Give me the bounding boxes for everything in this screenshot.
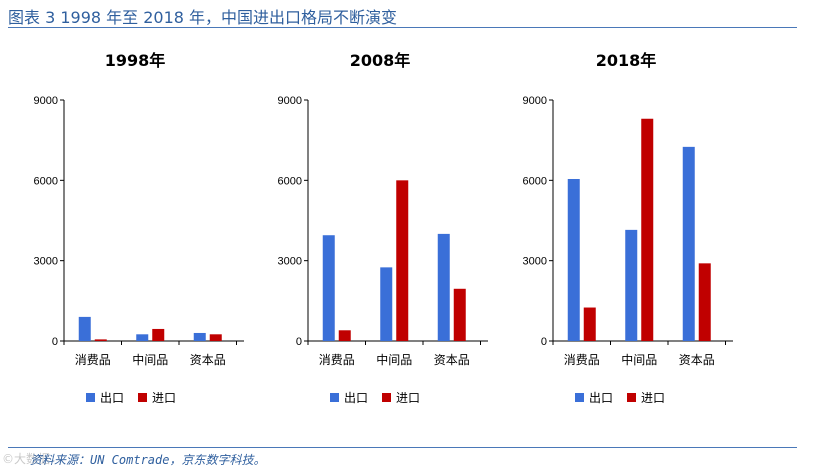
chart-0-bar-import [152, 328, 165, 341]
chart-0-category-label: 消费品 [75, 353, 111, 367]
chart-1-ytick-label: 6000 [278, 175, 302, 187]
chart-1-ytick-label: 3000 [278, 256, 302, 268]
chart-2-ytick-label: 6000 [523, 175, 547, 187]
watermark: ©大数据 [2, 452, 51, 466]
title-rule [8, 27, 797, 28]
chart-1-legend-label: 进口 [396, 391, 420, 405]
chart-2-legend-label: 进口 [641, 391, 665, 405]
chart-1-legend-swatch-export [330, 393, 339, 402]
chart-1-legend-label: 出口 [344, 391, 368, 405]
chart-0-bar-import [209, 334, 222, 341]
chart-1-category-label: 消费品 [319, 353, 355, 367]
chart-2-category-label: 消费品 [564, 353, 600, 367]
chart-0-ytick-label: 9000 [34, 95, 58, 107]
chart-1-bar-import [396, 180, 409, 341]
chart-1-ytick-label: 9000 [278, 95, 302, 107]
chart-0-title: 1998年 [105, 51, 166, 70]
chart-2-category-label: 资本品 [679, 353, 715, 367]
chart-1-category-label: 中间品 [376, 352, 412, 367]
chart-2-legend-swatch-export [575, 393, 584, 402]
chart-2-bar-export [625, 229, 638, 341]
chart-1-bar-export [380, 267, 393, 341]
chart-2-bar-import [583, 307, 596, 341]
source-rule [8, 447, 797, 448]
chart-2-ytick-label: 0 [541, 336, 547, 348]
chart-1-ytick-label: 0 [296, 336, 302, 348]
chart-2-bar-export [682, 146, 695, 341]
chart-1-category-label: 资本品 [434, 353, 470, 367]
chart-0-category-label: 中间品 [132, 352, 168, 367]
chart-0-legend-swatch-import [138, 393, 147, 402]
chart-2-legend-swatch-import [627, 393, 636, 402]
chart-1-bar-export [437, 233, 450, 341]
chart-0-bar-import [94, 339, 107, 341]
chart-0-bar-export [78, 316, 91, 341]
chart-1-bar-import [338, 330, 351, 341]
chart-1-title: 2008年 [350, 51, 411, 70]
chart-2-title: 2018年 [596, 51, 657, 70]
figure-title: 图表 3 1998 年至 2018 年，中国进出口格局不断演变 [8, 8, 398, 27]
chart-1-legend-swatch-import [382, 393, 391, 402]
chart-2-bar-export [567, 178, 580, 341]
chart-0-ytick-label: 3000 [34, 256, 58, 268]
chart-0-bar-export [136, 334, 149, 341]
chart-0-bar-export [193, 332, 206, 341]
chart-1-bar-export [322, 235, 335, 341]
chart-0-legend-label: 出口 [100, 391, 124, 405]
chart-0-ytick-label: 0 [52, 336, 58, 348]
chart-2-legend-label: 出口 [589, 391, 613, 405]
chart-0-category-label: 资本品 [190, 353, 226, 367]
chart-2-bar-import [698, 263, 711, 341]
chart-2-ytick-label: 9000 [523, 95, 547, 107]
chart-0-ytick-label: 6000 [34, 175, 58, 187]
chart-1-bar-import [453, 288, 466, 341]
source-note: 资料来源：UN Comtrade，京东数字科技。 [30, 453, 266, 467]
chart-2-ytick-label: 3000 [523, 256, 547, 268]
chart-2-bar-import [641, 118, 654, 341]
chart-0-legend-swatch-export [86, 393, 95, 402]
chart-2-category-label: 中间品 [621, 352, 657, 367]
chart-0-legend-label: 进口 [152, 391, 176, 405]
